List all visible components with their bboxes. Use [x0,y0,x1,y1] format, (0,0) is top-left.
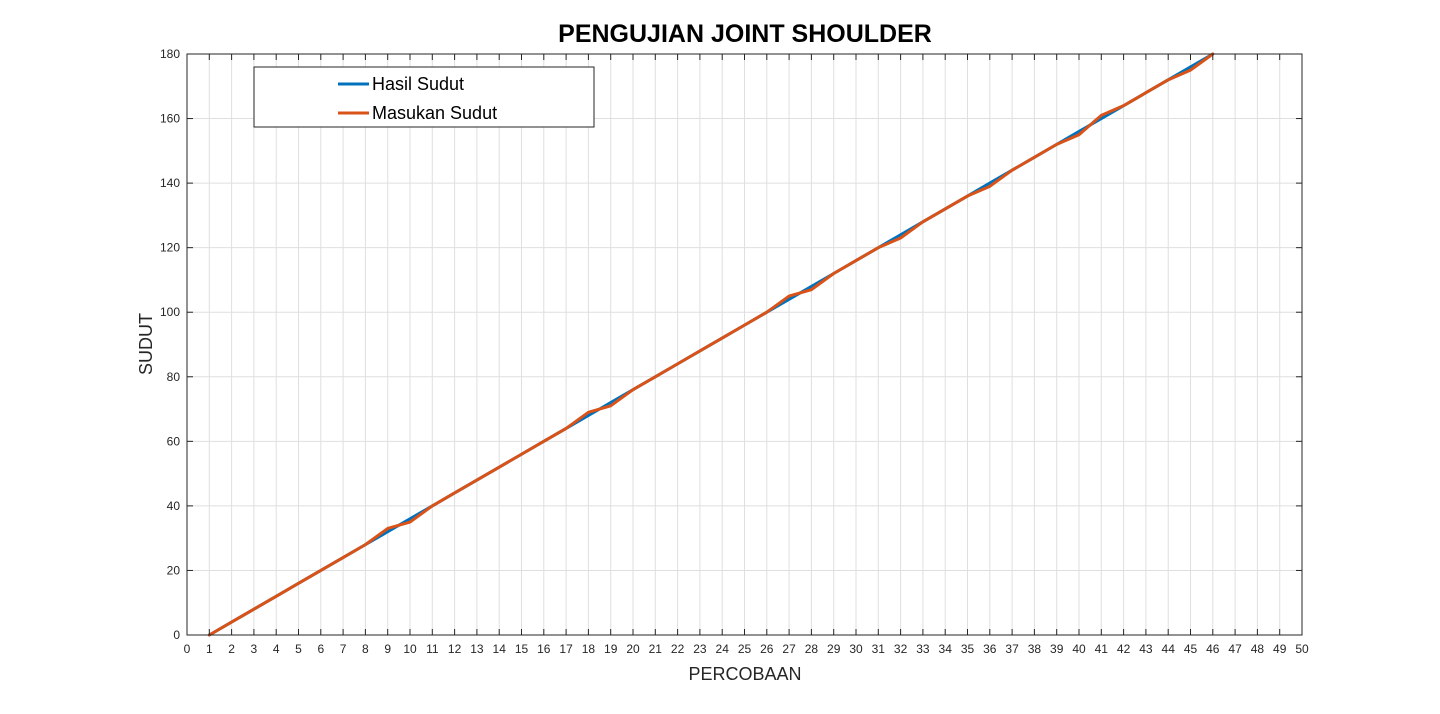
y-tick-label: 40 [167,499,181,513]
x-tick-label: 8 [362,642,369,656]
x-tick-label: 37 [1005,642,1019,656]
y-tick-label: 120 [160,241,180,255]
x-tick-label: 32 [894,642,908,656]
x-tick-label: 0 [184,642,191,656]
x-tick-label: 48 [1251,642,1265,656]
x-tick-label: 27 [782,642,796,656]
x-tick-label: 5 [295,642,302,656]
x-tick-label: 33 [916,642,930,656]
x-axis-label: PERCOBAAN [688,664,801,684]
x-tick-label: 15 [515,642,529,656]
x-tick-label: 13 [470,642,484,656]
legend-label-hasil-sudut: Hasil Sudut [372,74,464,94]
y-tick-label: 0 [173,628,180,642]
x-tick-label: 28 [805,642,819,656]
x-tick-label: 38 [1028,642,1042,656]
legend-box [253,66,595,128]
y-tick-label: 20 [167,563,181,577]
x-tick-label: 41 [1095,642,1109,656]
x-tick-label: 47 [1228,642,1242,656]
x-tick-label: 6 [317,642,324,656]
data-series [207,52,1215,637]
y-tick-label: 80 [167,370,181,384]
legend: Hasil Sudut Masukan Sudut [253,66,595,128]
x-tick-label: 45 [1184,642,1198,656]
x-tick-label: 23 [693,642,707,656]
grid-lines [186,53,1303,636]
x-tick-label: 35 [961,642,975,656]
x-tick-label: 30 [849,642,863,656]
x-tick-label: 46 [1206,642,1220,656]
x-tick-label: 9 [384,642,391,656]
axis-ticks: 0 1 2 3 4 5 6 7 8 9 10 11 12 13 14 15 16 17 18 19 20 21 22 23 24… [160,47,1309,656]
y-tick-label: 160 [160,112,180,126]
x-tick-label: 49 [1273,642,1287,656]
series-line-masukan-sudut [207,52,1215,637]
x-tick-label: 29 [827,642,841,656]
chart-title: PENGUJIAN JOINT SHOULDER [558,20,932,48]
legend-label-masukan-sudut: Masukan Sudut [372,103,497,123]
x-tick-label: 39 [1050,642,1064,656]
y-tick-label: 180 [160,47,180,61]
x-tick-label: 24 [716,642,730,656]
x-tick-label: 12 [448,642,462,656]
x-tick-label: 4 [273,642,280,656]
x-tick-label: 21 [649,642,663,656]
x-tick-label: 26 [760,642,774,656]
x-tick-label: 20 [626,642,640,656]
x-tick-label: 2 [228,642,235,656]
x-tick-label: 10 [403,642,417,656]
y-axis-label: SUDUT [136,313,156,375]
x-tick-label: 3 [251,642,258,656]
x-tick-label: 44 [1162,642,1176,656]
x-tick-label: 25 [738,642,752,656]
x-tick-label: 1 [206,642,213,656]
x-tick-label: 11 [426,642,439,656]
x-tick-label: 42 [1117,642,1131,656]
x-tick-label: 7 [340,642,347,656]
x-tick-label: 17 [559,642,573,656]
x-tick-label: 40 [1072,642,1086,656]
y-tick-label: 60 [167,434,181,448]
x-tick-label: 36 [983,642,997,656]
x-tick-label: 16 [537,642,551,656]
y-tick-label: 100 [160,305,180,319]
x-tick-label: 14 [493,642,507,656]
x-tick-label: 22 [671,642,685,656]
x-tick-label: 43 [1139,642,1153,656]
x-tick-label: 19 [604,642,618,656]
x-tick-label: 31 [872,642,886,656]
y-tick-label: 140 [160,176,180,190]
x-tick-label: 18 [582,642,596,656]
x-tick-label: 50 [1295,642,1309,656]
x-tick-label: 34 [939,642,953,656]
